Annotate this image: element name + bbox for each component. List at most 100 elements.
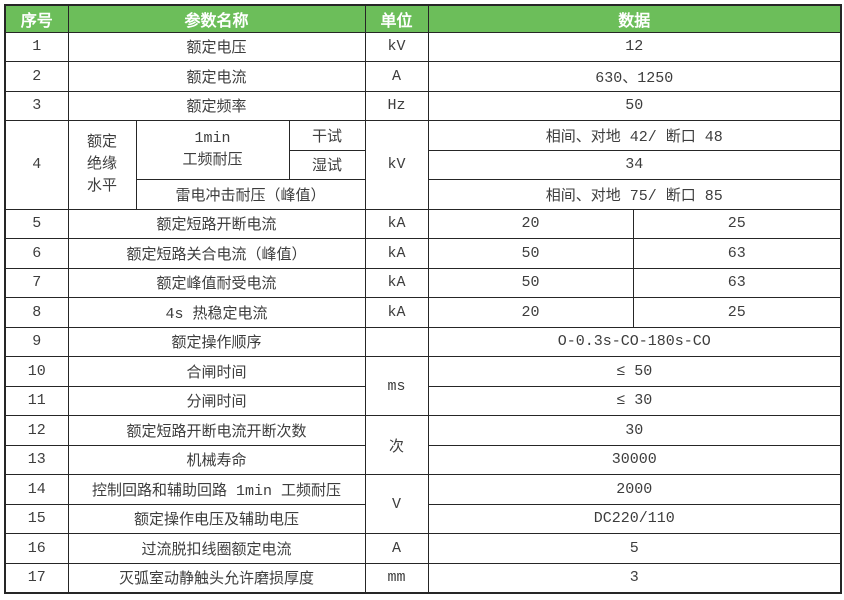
- header-data: 数据: [427, 4, 842, 33]
- row5-name: 额定短路开断电流: [67, 208, 366, 239]
- row2-unit: A: [364, 61, 429, 92]
- row1-seq: 1: [4, 31, 69, 62]
- row4-unit: kV: [364, 120, 429, 210]
- row9-data: O-0.3s-CO-180s-CO: [427, 326, 842, 357]
- row4-lightning-data: 相间、对地 75/ 断口 85: [427, 179, 842, 210]
- row16-seq: 16: [4, 533, 69, 564]
- row6-data-2: 63: [632, 238, 842, 269]
- table-row: 2 额定电流 A 630、1250: [4, 61, 842, 92]
- row4-dry-label: 干试: [288, 120, 366, 151]
- spec-table: 序号 参数名称 单位 数据 1 额定电压 kV 12 2 额定电流 A 630、…: [4, 4, 843, 594]
- table-row: 17 灭弧室动静触头允许磨损厚度 mm 3: [4, 562, 842, 593]
- row1-name: 额定电压: [67, 31, 366, 62]
- row16-unit: A: [364, 533, 429, 564]
- row6-data-1: 50: [427, 238, 634, 269]
- row13-data: 30000: [427, 444, 842, 475]
- row5-data-1: 20: [427, 208, 634, 239]
- row3-unit: Hz: [364, 90, 429, 121]
- row6-seq: 6: [4, 238, 69, 269]
- row14-data: 2000: [427, 474, 842, 505]
- table-row: 11 分闸时间 ≤ 30: [4, 385, 842, 416]
- row1-data: 12: [427, 31, 842, 62]
- row4-wet-label: 湿试: [288, 149, 366, 180]
- row4-freq-withstand-label: 1min 工频耐压: [135, 120, 290, 180]
- row4-seq: 4: [4, 120, 69, 210]
- row11-data: ≤ 30: [427, 385, 842, 416]
- row13-name: 机械寿命: [67, 444, 366, 475]
- row7-seq: 7: [4, 267, 69, 298]
- row8-data-1: 20: [427, 297, 634, 328]
- row15-name: 额定操作电压及辅助电压: [67, 503, 366, 534]
- row7-unit: kA: [364, 267, 429, 298]
- row12-13-unit: 次: [364, 415, 429, 475]
- row15-seq: 15: [4, 503, 69, 534]
- table-row: 7 额定峰值耐受电流 kA 50 63: [4, 267, 842, 298]
- table-row: 1 额定电压 kV 12: [4, 31, 842, 62]
- row7-data-2: 63: [632, 267, 842, 298]
- row4-lightning-label: 雷电冲击耐压（峰值）: [135, 179, 366, 210]
- row17-seq: 17: [4, 562, 69, 593]
- row7-data-1: 50: [427, 267, 634, 298]
- row9-unit: [364, 326, 429, 357]
- header-unit: 单位: [364, 4, 429, 33]
- row11-seq: 11: [4, 385, 69, 416]
- row9-seq: 9: [4, 326, 69, 357]
- row2-name: 额定电流: [67, 61, 366, 92]
- row10-11-unit: ms: [364, 356, 429, 416]
- row17-name: 灭弧室动静触头允许磨损厚度: [67, 562, 366, 593]
- table-row: 13 机械寿命 30000: [4, 444, 842, 475]
- row4-wet-data: 34: [427, 149, 842, 180]
- table-row: 16 过流脱扣线圈额定电流 A 5: [4, 533, 842, 564]
- row8-name: 4s 热稳定电流: [67, 297, 366, 328]
- row8-seq: 8: [4, 297, 69, 328]
- row2-seq: 2: [4, 61, 69, 92]
- row14-seq: 14: [4, 474, 69, 505]
- row1-unit: kV: [364, 31, 429, 62]
- header-param-name: 参数名称: [67, 4, 366, 33]
- row12-name: 额定短路开断电流开断次数: [67, 415, 366, 446]
- table-row: 3 额定频率 Hz 50: [4, 90, 842, 121]
- row15-data: DC220/110: [427, 503, 842, 534]
- row4-group-label: 额定 绝缘 水平: [67, 120, 137, 210]
- table-row: 6 额定短路关合电流（峰值） kA 50 63: [4, 238, 842, 269]
- table-row: 湿试 34: [5, 149, 842, 180]
- row10-data: ≤ 50: [427, 356, 842, 387]
- row13-seq: 13: [4, 444, 69, 475]
- row2-data: 630、1250: [427, 61, 842, 92]
- row17-data: 3: [427, 562, 842, 593]
- row8-unit: kA: [364, 297, 429, 328]
- row16-data: 5: [427, 533, 842, 564]
- row11-name: 分闸时间: [67, 385, 366, 416]
- row10-seq: 10: [4, 356, 69, 387]
- row10-name: 合闸时间: [67, 356, 366, 387]
- table-row: 12 额定短路开断电流开断次数 次 30: [4, 415, 842, 475]
- table-row: 10 合闸时间 ms ≤ 50: [4, 356, 842, 416]
- row5-seq: 5: [4, 208, 69, 239]
- table-row: 4 额定 绝缘 水平 1min 工频耐压 干试 kV 相间、对地 42/ 断口 …: [4, 120, 842, 210]
- table-row: 5 额定短路开断电流 kA 20 25: [4, 208, 842, 239]
- row6-unit: kA: [364, 238, 429, 269]
- row3-name: 额定频率: [67, 90, 366, 121]
- row4-dry-data: 相间、对地 42/ 断口 48: [427, 120, 842, 151]
- row14-name: 控制回路和辅助回路 1min 工频耐压: [67, 474, 366, 505]
- table-row: 14 控制回路和辅助回路 1min 工频耐压 V 2000: [4, 474, 842, 534]
- table-row: 8 4s 热稳定电流 kA 20 25: [4, 297, 842, 328]
- table-row: 雷电冲击耐压（峰值） 相间、对地 75/ 断口 85: [5, 179, 842, 210]
- row9-name: 额定操作顺序: [67, 326, 366, 357]
- row14-15-unit: V: [364, 474, 429, 534]
- table-row: 9 额定操作顺序 O-0.3s-CO-180s-CO: [4, 326, 842, 357]
- row12-data: 30: [427, 415, 842, 446]
- row3-seq: 3: [4, 90, 69, 121]
- header-row: 序号 参数名称 单位 数据: [4, 4, 842, 33]
- row16-name: 过流脱扣线圈额定电流: [67, 533, 366, 564]
- row5-data-2: 25: [632, 208, 842, 239]
- row6-name: 额定短路关合电流（峰值）: [67, 238, 366, 269]
- row12-seq: 12: [4, 415, 69, 446]
- header-seq: 序号: [4, 4, 69, 33]
- row3-data: 50: [427, 90, 842, 121]
- row17-unit: mm: [364, 562, 429, 593]
- row5-unit: kA: [364, 208, 429, 239]
- table-row: 15 额定操作电压及辅助电压 DC220/110: [4, 503, 842, 534]
- row7-name: 额定峰值耐受电流: [67, 267, 366, 298]
